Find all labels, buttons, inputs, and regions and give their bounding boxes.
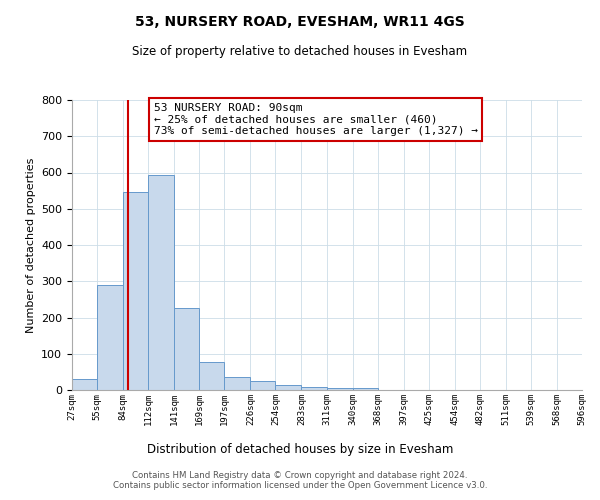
Bar bbox=[123, 192, 148, 390]
Text: Size of property relative to detached houses in Evesham: Size of property relative to detached ho… bbox=[133, 45, 467, 58]
Y-axis label: Number of detached properties: Number of detached properties bbox=[26, 158, 35, 332]
Text: 53, NURSERY ROAD, EVESHAM, WR11 4GS: 53, NURSERY ROAD, EVESHAM, WR11 4GS bbox=[135, 15, 465, 29]
Bar bbox=[174, 308, 199, 390]
Bar bbox=[199, 362, 224, 390]
Text: Distribution of detached houses by size in Evesham: Distribution of detached houses by size … bbox=[147, 442, 453, 456]
Bar bbox=[72, 380, 97, 390]
Text: Contains HM Land Registry data © Crown copyright and database right 2024.
Contai: Contains HM Land Registry data © Crown c… bbox=[113, 470, 487, 490]
Bar bbox=[275, 386, 301, 390]
Bar bbox=[353, 388, 377, 390]
Text: 53 NURSERY ROAD: 90sqm
← 25% of detached houses are smaller (460)
73% of semi-de: 53 NURSERY ROAD: 90sqm ← 25% of detached… bbox=[154, 103, 478, 136]
Bar bbox=[326, 388, 353, 390]
Bar bbox=[97, 285, 123, 390]
Bar bbox=[250, 381, 275, 390]
Bar bbox=[148, 175, 174, 390]
Bar bbox=[224, 376, 250, 390]
Bar bbox=[301, 387, 326, 390]
